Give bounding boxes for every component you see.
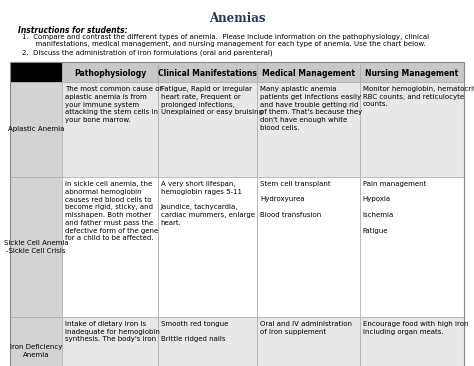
Bar bbox=[157, 82, 257, 177]
Text: Nursing Management: Nursing Management bbox=[365, 68, 458, 78]
Bar bbox=[10, 82, 62, 177]
Bar bbox=[62, 82, 157, 177]
Bar bbox=[157, 177, 257, 317]
Bar bbox=[62, 317, 157, 366]
Bar bbox=[10, 317, 62, 366]
Bar bbox=[360, 82, 464, 177]
Bar bbox=[10, 62, 464, 366]
Text: Encourage food with high iron
including organ meats.: Encourage food with high iron including … bbox=[363, 321, 468, 335]
Text: Pain management

Hypoxia

Ischemia

Fatigue: Pain management Hypoxia Ischemia Fatigue bbox=[363, 181, 426, 234]
Text: The most common cause of
aplastic anemia is from
your immune system
attacking th: The most common cause of aplastic anemia… bbox=[65, 86, 162, 123]
Text: Many aplastic anemia
patients get infections easily
and have trouble getting rid: Many aplastic anemia patients get infect… bbox=[260, 86, 363, 131]
Text: Iron Deficiency
Anemia: Iron Deficiency Anemia bbox=[10, 344, 62, 358]
Text: Aplastic Anemia: Aplastic Anemia bbox=[8, 127, 64, 132]
Bar bbox=[257, 82, 360, 177]
Text: Medical Management: Medical Management bbox=[262, 68, 355, 78]
Bar bbox=[62, 62, 157, 82]
Text: A very short lifespan,
hemoglobin rages 5-11

Jaundice, tachycardia,
cardiac mum: A very short lifespan, hemoglobin rages … bbox=[161, 181, 255, 226]
Bar bbox=[10, 62, 62, 82]
Text: Clinical Manifestations: Clinical Manifestations bbox=[158, 68, 257, 78]
Bar bbox=[257, 177, 360, 317]
Text: 1.  Compare and contrast the different types of anemia.  Please include informat: 1. Compare and contrast the different ty… bbox=[22, 34, 429, 47]
Bar bbox=[257, 317, 360, 366]
Bar bbox=[360, 62, 464, 82]
Text: In sickle cell anemia, the
abnormal hemoglobin
causes red blood cells to
become : In sickle cell anemia, the abnormal hemo… bbox=[65, 181, 158, 241]
Text: Stem cell transplant

Hydroxyurea

Blood transfusion: Stem cell transplant Hydroxyurea Blood t… bbox=[260, 181, 331, 218]
Text: Oral and IV administration
of Iron supplement: Oral and IV administration of Iron suppl… bbox=[260, 321, 353, 335]
Bar bbox=[360, 317, 464, 366]
Text: Sickle Cell Anemia
-Sickle Cell Crisis: Sickle Cell Anemia -Sickle Cell Crisis bbox=[4, 240, 68, 254]
Text: Fatigue, Rapid or irregular
heart rate, Frequent or
prolonged infections,
Unexpl: Fatigue, Rapid or irregular heart rate, … bbox=[161, 86, 263, 115]
Text: 2.  Discuss the administration of iron formulations (oral and parenteral): 2. Discuss the administration of iron fo… bbox=[22, 50, 273, 56]
Bar bbox=[360, 177, 464, 317]
Bar bbox=[157, 62, 257, 82]
Bar bbox=[10, 177, 62, 317]
Bar bbox=[62, 177, 157, 317]
Text: Smooth red tongue

Brittle ridged nails: Smooth red tongue Brittle ridged nails bbox=[161, 321, 228, 343]
Text: Anemias: Anemias bbox=[209, 12, 265, 25]
Text: Instructions for students:: Instructions for students: bbox=[18, 26, 128, 35]
Bar bbox=[257, 62, 360, 82]
Text: Monitor hemoglobin, hematocrit,
RBC counts, and reticulocyte
counts.: Monitor hemoglobin, hematocrit, RBC coun… bbox=[363, 86, 474, 108]
Bar bbox=[157, 317, 257, 366]
Text: Pathophysiology: Pathophysiology bbox=[74, 68, 146, 78]
Text: Intake of dietary iron is
inadequate for hemoglobin
synthesis. The body's iron: Intake of dietary iron is inadequate for… bbox=[65, 321, 160, 343]
